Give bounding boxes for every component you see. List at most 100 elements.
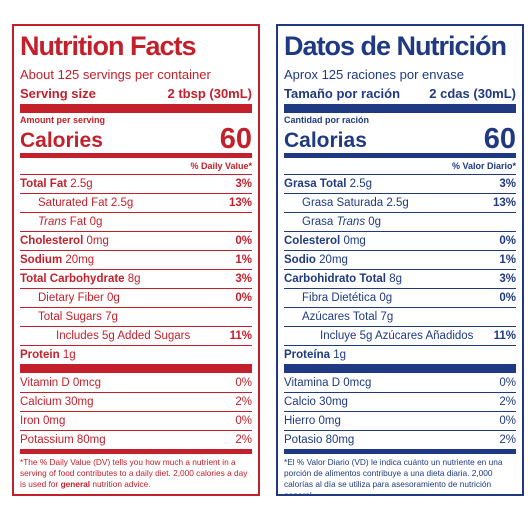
- nutrient-row: Incluye 5g Azúcares Añadidos 11%: [284, 326, 516, 345]
- nutrient-name: Protein: [20, 349, 60, 361]
- vitamin-name: Vitamin D: [20, 377, 70, 389]
- nutrient-row: Azúcares Total 7g: [284, 307, 516, 326]
- vitamin-amount: 0mg: [318, 415, 341, 427]
- vitamin: Calcio 30mg: [284, 393, 348, 411]
- vitamin-name: Potasio: [284, 434, 323, 446]
- vitamin-amount: 0mcg: [343, 377, 372, 389]
- daily-value: 2%: [499, 434, 516, 446]
- nutrient-amount: 0mg: [86, 235, 109, 247]
- nutrient: Incluye 5g Azúcares Añadidos: [284, 327, 473, 345]
- thick-rule: [284, 104, 516, 113]
- footnote: *The % Daily Value (DV) tells you how mu…: [20, 454, 252, 490]
- vitamin-amount: 0mcg: [72, 377, 101, 389]
- nutrient: Total Sugars 7g: [20, 308, 118, 326]
- vitamin-row: Iron 0mg 0%: [20, 411, 252, 430]
- nutrient-name: Azúcares Total: [302, 311, 378, 323]
- nutrient-name: Includes 5g Added Sugars: [56, 330, 191, 342]
- vitamin: Hierro 0mg: [284, 412, 341, 430]
- daily-value: 2%: [499, 396, 516, 408]
- amount-per-serving: Amount per serving: [20, 115, 106, 125]
- daily-value: 1%: [235, 254, 252, 266]
- nutrient-name: Sodium: [20, 254, 63, 266]
- nutrient-name: Sodio: [284, 254, 316, 266]
- nutrient-amount: 2.5g: [349, 178, 373, 190]
- nutrient-name: Fat: [69, 216, 87, 228]
- nutrient: Sodium 20mg: [20, 251, 94, 269]
- calories-value: 60: [219, 123, 252, 155]
- nutrient-name: Cholesterol: [20, 235, 84, 247]
- nutrient-row: Dietary Fiber 0g 0%: [20, 288, 252, 307]
- calories-label: Calories: [20, 129, 103, 152]
- vitamin-amount: 30mg: [319, 396, 348, 408]
- daily-value: 13%: [492, 197, 516, 209]
- nutrient: Total Carbohydrate 8g: [20, 270, 141, 288]
- nutrient-name: Total Fat: [20, 178, 68, 190]
- vitamin-row: Potasio 80mg 2%: [284, 430, 516, 449]
- nutrient-name: Colesterol: [284, 235, 341, 247]
- vitamin: Iron 0mg: [20, 412, 65, 430]
- nutrient-row: Total Fat 2.5g 3%: [20, 174, 252, 193]
- nutrient-name: Grasa: [302, 216, 334, 228]
- nutrient: Azúcares Total 7g: [284, 308, 393, 326]
- nutrient-amount: 0g: [107, 292, 120, 304]
- thick-rule: [20, 104, 252, 113]
- nutrient-name: Proteína: [284, 349, 331, 361]
- nutrient-name: Trans: [38, 216, 67, 228]
- medium-rule: [284, 449, 516, 454]
- vitamin-name: Vitamina D: [284, 377, 341, 389]
- dv-header: % Daily Value*: [190, 161, 252, 171]
- vitamin-row: Potassium 80mg 2%: [20, 430, 252, 449]
- serving-size: Serving size 2 tbsp (30mL): [20, 84, 252, 104]
- nutrient-row: Grasa Saturada 2.5g 13%: [284, 193, 516, 212]
- daily-value: 3%: [499, 273, 516, 285]
- vitamin-row: Vitamin D 0mcg 0%: [20, 373, 252, 392]
- nutrient: Total Fat 2.5g: [20, 175, 93, 193]
- vitamin-amount: 0mg: [43, 415, 66, 427]
- vitamin-row: Calcium 30mg 2%: [20, 392, 252, 411]
- daily-value: 0%: [499, 292, 516, 304]
- nutrient-amount: 2.5g: [70, 178, 93, 190]
- vitamin-name: Potassium: [20, 434, 74, 446]
- daily-value: 11%: [229, 330, 252, 342]
- daily-value: 3%: [235, 178, 252, 190]
- title: Datos de Nutrición: [284, 31, 507, 61]
- footnote-text: nutrition advice.: [90, 479, 151, 489]
- serving-size: Tamaño por ración 2 cdas (30mL): [284, 84, 516, 104]
- nutrient-amount: 2.5g: [110, 197, 134, 209]
- nutrient-row: Carbohidrato Total 8g 3%: [284, 269, 516, 288]
- nutrient-amount: 8g: [127, 273, 141, 285]
- vitamin-amount: 80mg: [325, 434, 355, 446]
- vitamin-row: Hierro 0mg 0%: [284, 411, 516, 430]
- nutrient-name: Carbohidrato Total: [284, 273, 387, 285]
- vitamin-name: Hierro: [284, 415, 316, 427]
- nutrient-row: Cholesterol 0mg 0%: [20, 231, 252, 250]
- daily-value: 0%: [235, 377, 252, 389]
- vitamin: Calcium 30mg: [20, 393, 94, 411]
- amount-per-serving: Cantidad por ración: [284, 115, 370, 125]
- nutrient-row: Trans Fat 0g: [20, 212, 252, 231]
- vitamin-name: Calcium: [20, 396, 62, 408]
- daily-value: 0%: [499, 415, 516, 427]
- nutrient: Dietary Fiber 0g: [20, 289, 120, 307]
- serving-size-label: Tamaño por ración: [284, 86, 401, 101]
- nutrient: Protein 1g: [20, 346, 76, 364]
- nutrient-amount: 1g: [62, 349, 76, 361]
- nutrient-row: Total Carbohydrate 8g 3%: [20, 269, 252, 288]
- nutrient: Fibra Dietética 0g: [284, 289, 392, 307]
- nutrient-row: Grasa Total 2.5g 3%: [284, 174, 516, 193]
- nutrient-row: Total Sugars 7g: [20, 307, 252, 326]
- serving-size-value: 2 tbsp (30mL): [167, 86, 252, 101]
- nutrient-name: Total Sugars: [38, 311, 102, 323]
- medium-rule: [284, 153, 516, 158]
- nutrient-amount: 0g: [379, 292, 393, 304]
- vitamin-row: Vitamina D 0mcg 0%: [284, 373, 516, 392]
- thick-rule: [284, 364, 516, 373]
- daily-value: 0%: [235, 235, 252, 247]
- daily-value: 11%: [493, 330, 516, 342]
- footnote-text: *The % Daily Value (DV) tells you how mu…: [20, 457, 248, 489]
- nutrient-name: Grasa Total: [284, 178, 347, 190]
- daily-value: 0%: [499, 235, 516, 247]
- nutrient-row: Grasa Trans 0g: [284, 212, 516, 231]
- nutrient-name: Trans: [336, 216, 366, 228]
- nutrient-row: Proteína 1g: [284, 345, 516, 364]
